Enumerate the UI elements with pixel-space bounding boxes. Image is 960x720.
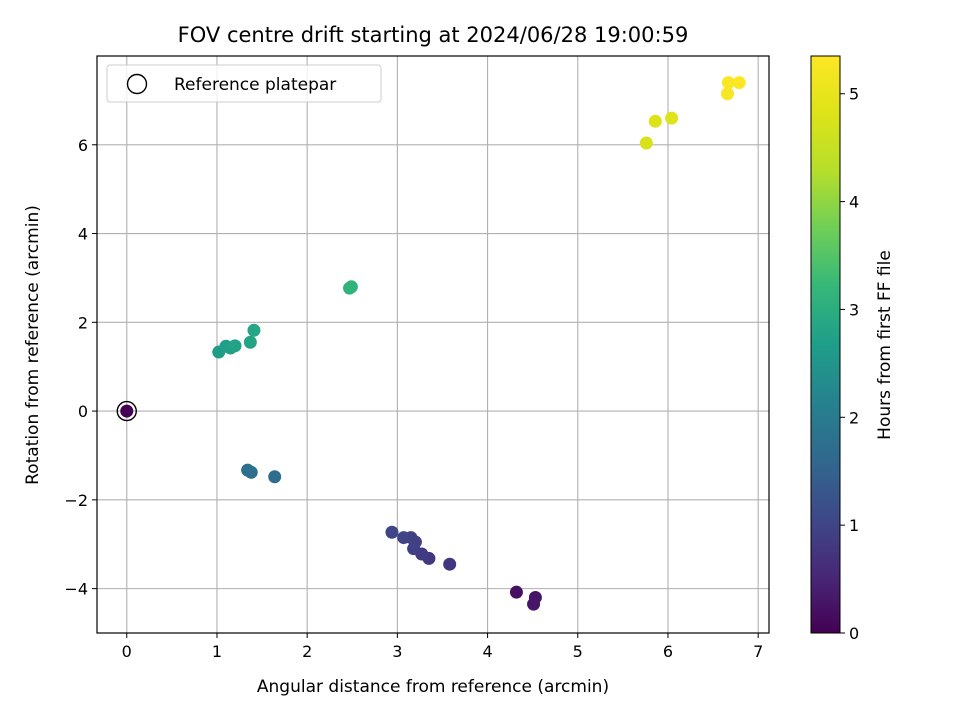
y-tick-label: −2: [64, 491, 88, 510]
data-point: [243, 335, 257, 349]
x-tick-label: 7: [753, 642, 763, 661]
colorbar-tick-label: 2: [849, 408, 859, 427]
data-point: [247, 323, 261, 337]
data-point: [509, 585, 523, 599]
legend-reference-marker: [126, 73, 148, 95]
y-tick-label: 6: [78, 136, 88, 155]
x-tick-label: 2: [302, 642, 312, 661]
colorbar-ticks: 0 1 2 3 4 5: [840, 85, 859, 643]
x-axis-ticks: 0 1 2 3 4 5 6 7: [122, 633, 763, 661]
chart-title: FOV centre drift starting at 2024/06/28 …: [178, 23, 689, 47]
data-point: [268, 470, 282, 484]
data-point: [120, 404, 134, 418]
y-tick-label: 4: [78, 225, 88, 244]
legend-box: [106, 64, 382, 103]
legend: Reference platepar: [106, 64, 382, 103]
data-point: [241, 463, 255, 477]
colorbar-tick-label: 3: [849, 300, 859, 319]
colorbar-tick-label: 0: [849, 624, 859, 643]
x-tick-label: 1: [212, 642, 222, 661]
y-tick-label: 2: [78, 313, 88, 332]
legend-entry-reference-platepar: Reference platepar: [174, 75, 336, 95]
data-point: [443, 557, 457, 571]
x-tick-label: 6: [663, 642, 673, 661]
colorbar-label: Hours from first FF file: [875, 250, 895, 440]
colorbar-tick-label: 4: [849, 193, 859, 212]
data-point: [228, 339, 242, 353]
reference-platepar-marker: [116, 400, 137, 422]
y-axis-label: Rotation from reference (arcmin): [23, 205, 43, 485]
grid-lines: [97, 56, 769, 633]
colorbar-tick-label: 1: [849, 516, 859, 535]
data-point: [344, 280, 358, 294]
data-point: [721, 76, 735, 90]
data-point: [385, 525, 399, 539]
data-points: [116, 76, 746, 611]
data-point: [639, 136, 653, 150]
data-point: [648, 114, 662, 128]
colorbar-tick-label: 5: [849, 85, 859, 104]
y-axis-ticks: −4 −2 0 2 4 6: [64, 136, 97, 599]
data-point: [721, 87, 735, 101]
x-tick-label: 4: [482, 642, 492, 661]
x-axis-label: Angular distance from reference (arcmin): [257, 677, 609, 697]
plot-frame: [96, 55, 770, 634]
data-point: [732, 76, 746, 90]
y-tick-label: −4: [64, 580, 88, 599]
data-point: [665, 111, 679, 125]
x-tick-label: 3: [392, 642, 402, 661]
colorbar: [810, 55, 841, 634]
data-point: [527, 597, 541, 611]
y-tick-label: 0: [78, 402, 88, 421]
x-tick-label: 0: [122, 642, 132, 661]
x-tick-label: 5: [573, 642, 583, 661]
data-point: [397, 531, 411, 545]
